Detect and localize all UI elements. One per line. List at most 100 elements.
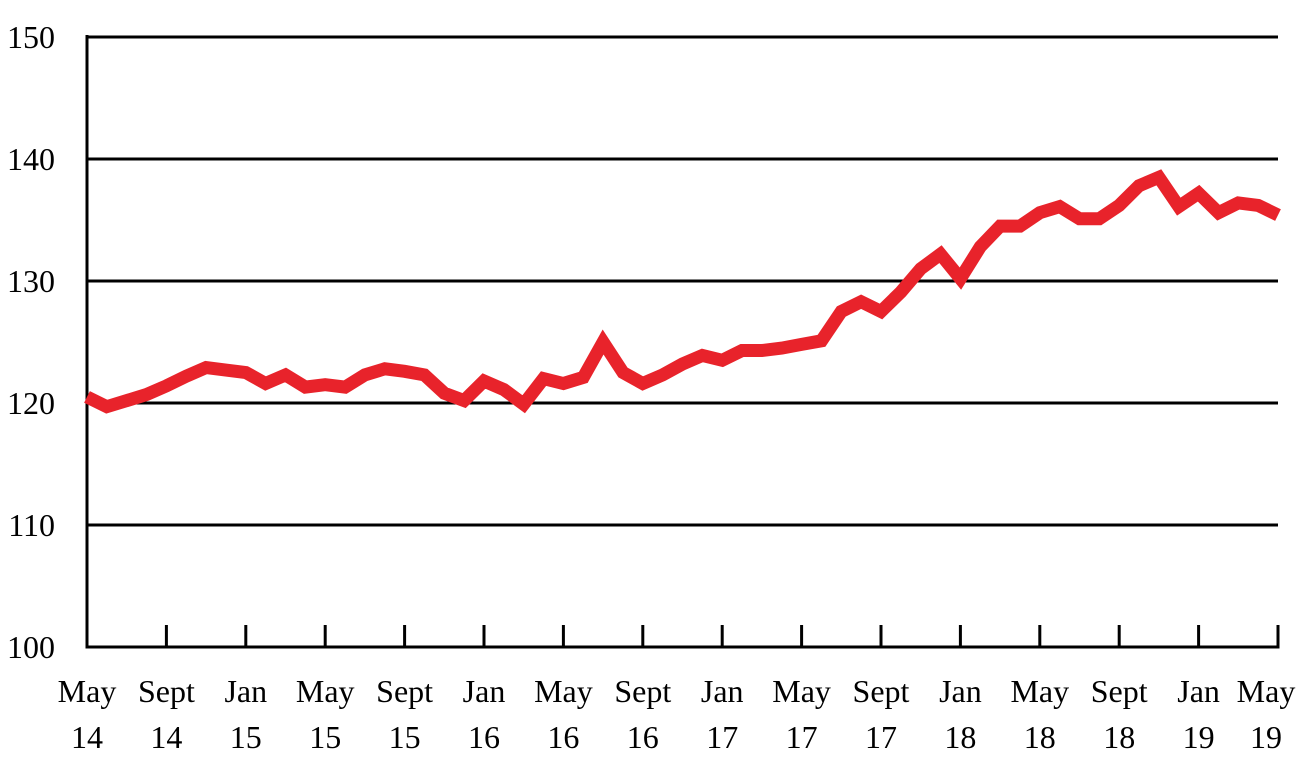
data-point (1177, 205, 1181, 209)
data-point (978, 245, 982, 249)
x-tick-labels: May 14 Sept 14 Jan 15 May 15 Sept 15 Jan 16 May 16 Sep… (58, 673, 1296, 755)
data-point (720, 358, 724, 362)
data-point (125, 399, 129, 403)
series-line (84, 169, 1281, 414)
data-point (561, 381, 565, 385)
x-tick-label-year: 17 (706, 719, 738, 755)
data-point (105, 405, 109, 409)
data-point (879, 310, 883, 314)
data-point (1117, 203, 1121, 207)
x-tick-label-year: 16 (627, 719, 659, 755)
x-tick-label-month: Sept (614, 673, 671, 709)
x-tick-label-year: 19 (1183, 719, 1215, 755)
data-point (859, 300, 863, 304)
data-point (1157, 175, 1161, 179)
x-tick-label-month: May (1010, 673, 1069, 709)
data-point (482, 379, 486, 383)
x-tick-label-year: 18 (944, 719, 976, 755)
data-point (1197, 191, 1201, 195)
data-point (1018, 224, 1022, 228)
x-tick-label-month: May (58, 673, 117, 709)
data-point (442, 391, 446, 395)
data-point (800, 342, 804, 346)
x-tick-label-month: May (772, 673, 831, 709)
axes (85, 35, 1280, 649)
gridlines (87, 35, 1278, 527)
x-tick-label-year: 16 (547, 719, 579, 755)
data-point (780, 346, 784, 350)
x-tick-label-month: Jan (939, 673, 982, 709)
y-tick-label-100: 100 (7, 629, 55, 665)
data-point (1276, 213, 1280, 217)
data-point (284, 373, 288, 377)
x-tick-label-month: Jan (701, 673, 744, 709)
data-point (502, 388, 506, 392)
y-tick-labels: 100 110 120 130 140 150 (7, 19, 55, 665)
data-point (343, 385, 347, 389)
x-tick-label-year: 15 (230, 719, 262, 755)
data-point (184, 374, 188, 378)
x-tick-label-year: 16 (468, 719, 500, 755)
x-tick-label-month: Jan (463, 673, 506, 709)
x-tick-label-year: 14 (150, 719, 182, 755)
data-point (740, 349, 744, 353)
x-tick-label-month: Sept (138, 673, 195, 709)
x-tick-label-month: May (534, 673, 593, 709)
data-point (641, 381, 645, 385)
data-point (1236, 201, 1240, 205)
data-point (681, 362, 685, 366)
x-tick-label-year: 14 (71, 719, 103, 755)
x-tick-label-year: 18 (1024, 719, 1056, 755)
x-tick-label-year: 19 (1250, 719, 1282, 755)
x-tick-label-year: 17 (786, 719, 818, 755)
data-point (998, 224, 1002, 228)
data-point (1097, 217, 1101, 221)
data-point (899, 290, 903, 294)
data-point (85, 395, 89, 399)
data-point (403, 369, 407, 373)
data-point (1058, 205, 1062, 209)
x-tick-label-year: 15 (309, 719, 341, 755)
data-point (244, 371, 248, 375)
x-tick-label-month: Jan (224, 673, 267, 709)
y-tick-label-110: 110 (8, 507, 55, 543)
data-point (621, 371, 625, 375)
x-tick-label-year: 18 (1103, 719, 1135, 755)
data-point (819, 339, 823, 343)
data-point (383, 367, 387, 371)
data-point (1137, 184, 1141, 188)
data-point (1078, 217, 1082, 221)
data-point (919, 267, 923, 271)
data-point (581, 375, 585, 379)
data-point (224, 368, 228, 372)
data-point (303, 385, 307, 389)
data-point (601, 340, 605, 344)
x-tick-label-year: 17 (865, 719, 897, 755)
x-tick-label-month: May (296, 673, 355, 709)
data-point (958, 277, 962, 281)
data-point (760, 349, 764, 353)
data-point (1216, 211, 1220, 215)
data-point (422, 373, 426, 377)
data-point (363, 373, 367, 377)
data-point (839, 310, 843, 314)
data-point (462, 399, 466, 403)
data-point (204, 366, 208, 370)
y-tick-label-120: 120 (7, 385, 55, 421)
x-tick-label-month: Sept (1091, 673, 1148, 709)
data-point (164, 384, 168, 388)
data-point (700, 353, 704, 357)
data-point (145, 392, 149, 396)
y-tick-label-130: 130 (7, 263, 55, 299)
data-point (542, 377, 546, 381)
data-point (522, 402, 526, 406)
data-point (661, 373, 665, 377)
x-tick-label-month: Sept (853, 673, 910, 709)
x-tick-label-month: Jan (1177, 673, 1220, 709)
x-tick-label-year: 15 (389, 719, 421, 755)
data-point (264, 381, 268, 385)
data-point (323, 383, 327, 387)
data-point (1256, 203, 1260, 207)
data-point (939, 252, 943, 256)
